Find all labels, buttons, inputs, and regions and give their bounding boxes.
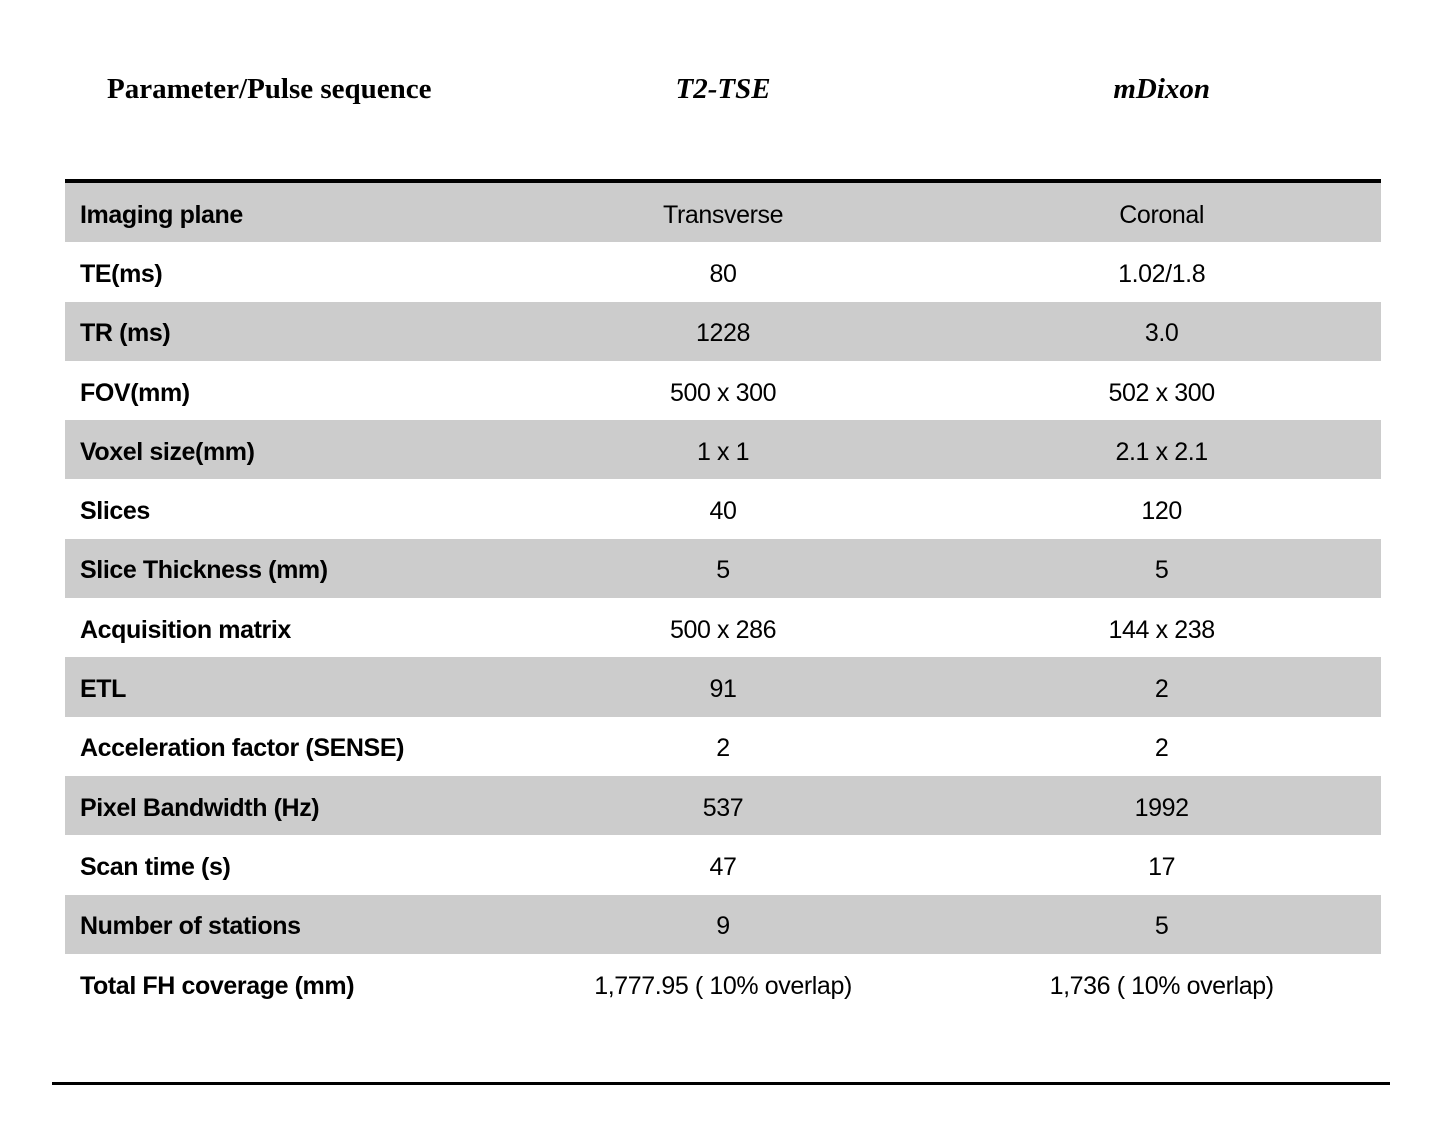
parameter-label: TR (ms) <box>80 319 171 348</box>
parameter-label: Slice Thickness (mm) <box>80 556 328 585</box>
mdixon-value: 502 x 300 <box>1108 378 1216 407</box>
table-row: Pixel Bandwidth (Hz) 537 1992 <box>65 775 1381 836</box>
table-row: Acquisition matrix 500 x 286 144 x 238 <box>65 598 1381 657</box>
mdixon-value: 120 <box>1141 497 1182 526</box>
mdixon-value: 2.1 x 2.1 <box>1115 437 1209 466</box>
table-row: TE(ms) 80 1.02/1.8 <box>65 242 1381 301</box>
mdixon-value: 2 <box>1154 734 1169 763</box>
parameter-label: Acquisition matrix <box>80 615 291 644</box>
table-row: Slices 40 120 <box>65 479 1381 538</box>
mdixon-value: Coronal <box>1119 200 1205 229</box>
table-row: Number of stations 9 5 <box>65 894 1381 954</box>
table-row: Voxel size(mm) 1 x 1 2.1 x 2.1 <box>65 420 1381 480</box>
parameter-label: FOV(mm) <box>80 378 190 407</box>
parameter-label: Voxel size(mm) <box>80 437 255 466</box>
t2-tse-value: 2 <box>716 734 730 763</box>
table-row: Scan time (s) 47 17 <box>65 835 1381 894</box>
parameter-label: Number of stations <box>80 912 301 941</box>
table-row: Acceleration factor (SENSE) 2 2 <box>65 717 1381 776</box>
t2-tse-value: 47 <box>709 852 737 881</box>
column-header-t2-tse: T2-TSE <box>675 73 771 105</box>
mdixon-value: 17 <box>1148 852 1176 881</box>
t2-tse-value: 1228 <box>696 319 751 348</box>
parameter-label: Total FH coverage (mm) <box>80 971 355 1000</box>
mdixon-value: 1.02/1.8 <box>1118 259 1206 288</box>
table-row: ETL 91 2 <box>65 657 1381 717</box>
table-row: Total FH coverage (mm) 1,777.95 ( 10% ove… <box>65 954 1381 1013</box>
mdixon-value: 5 <box>1154 912 1169 941</box>
parameter-label: Acceleration factor (SENSE) <box>80 734 405 763</box>
t2-tse-value: 537 <box>702 793 744 822</box>
t2-tse-value: 5 <box>716 556 730 585</box>
t2-tse-value: 1 x 1 <box>696 437 750 466</box>
table-row: FOV(mm) 500 x 300 502 x 300 <box>65 361 1381 420</box>
mdixon-value: 3.0 <box>1144 319 1179 348</box>
column-header-mdixon: mDixon <box>1113 73 1210 105</box>
parameter-label: TE(ms) <box>80 259 163 288</box>
t2-tse-value: 40 <box>709 497 737 526</box>
mdixon-value: 1,736 ( 10% overlap) <box>1049 971 1274 1000</box>
column-header-parameter: Parameter/Pulse sequence <box>107 73 432 105</box>
mdixon-value: 144 x 238 <box>1108 615 1216 644</box>
mdixon-value: 1992 <box>1134 793 1189 822</box>
mdixon-value: 5 <box>1154 556 1169 585</box>
parameter-label: Pixel Bandwidth (Hz) <box>80 793 320 822</box>
parameter-label: Imaging plane <box>80 200 243 229</box>
mdixon-value: 2 <box>1154 675 1169 704</box>
table-row: Imaging plane Transverse Coronal <box>65 183 1381 243</box>
parameter-label: Slices <box>80 497 150 526</box>
parameter-label: ETL <box>80 675 127 704</box>
t2-tse-value: 1,777.95 ( 10% overlap) <box>594 971 852 1000</box>
t2-tse-value: 9 <box>716 912 730 941</box>
bottom-rule <box>52 1082 1390 1085</box>
table-row: TR (ms) 1228 3.0 <box>65 301 1381 361</box>
table-row: Slice Thickness (mm) 5 5 <box>65 538 1381 599</box>
parameter-label: Scan time (s) <box>80 852 231 881</box>
table-column-headers: Parameter/Pulse sequence T2-TSE mDixon <box>65 71 1381 107</box>
t2-tse-value: 91 <box>709 675 737 704</box>
t2-tse-value: 80 <box>709 259 737 288</box>
t2-tse-value: 500 x 300 <box>669 378 777 407</box>
t2-tse-value: Transverse <box>663 200 784 229</box>
t2-tse-value: 500 x 286 <box>669 615 777 644</box>
parameters-table: Imaging plane Transverse Coronal TE(ms) 80 1.… <box>65 179 1381 1013</box>
